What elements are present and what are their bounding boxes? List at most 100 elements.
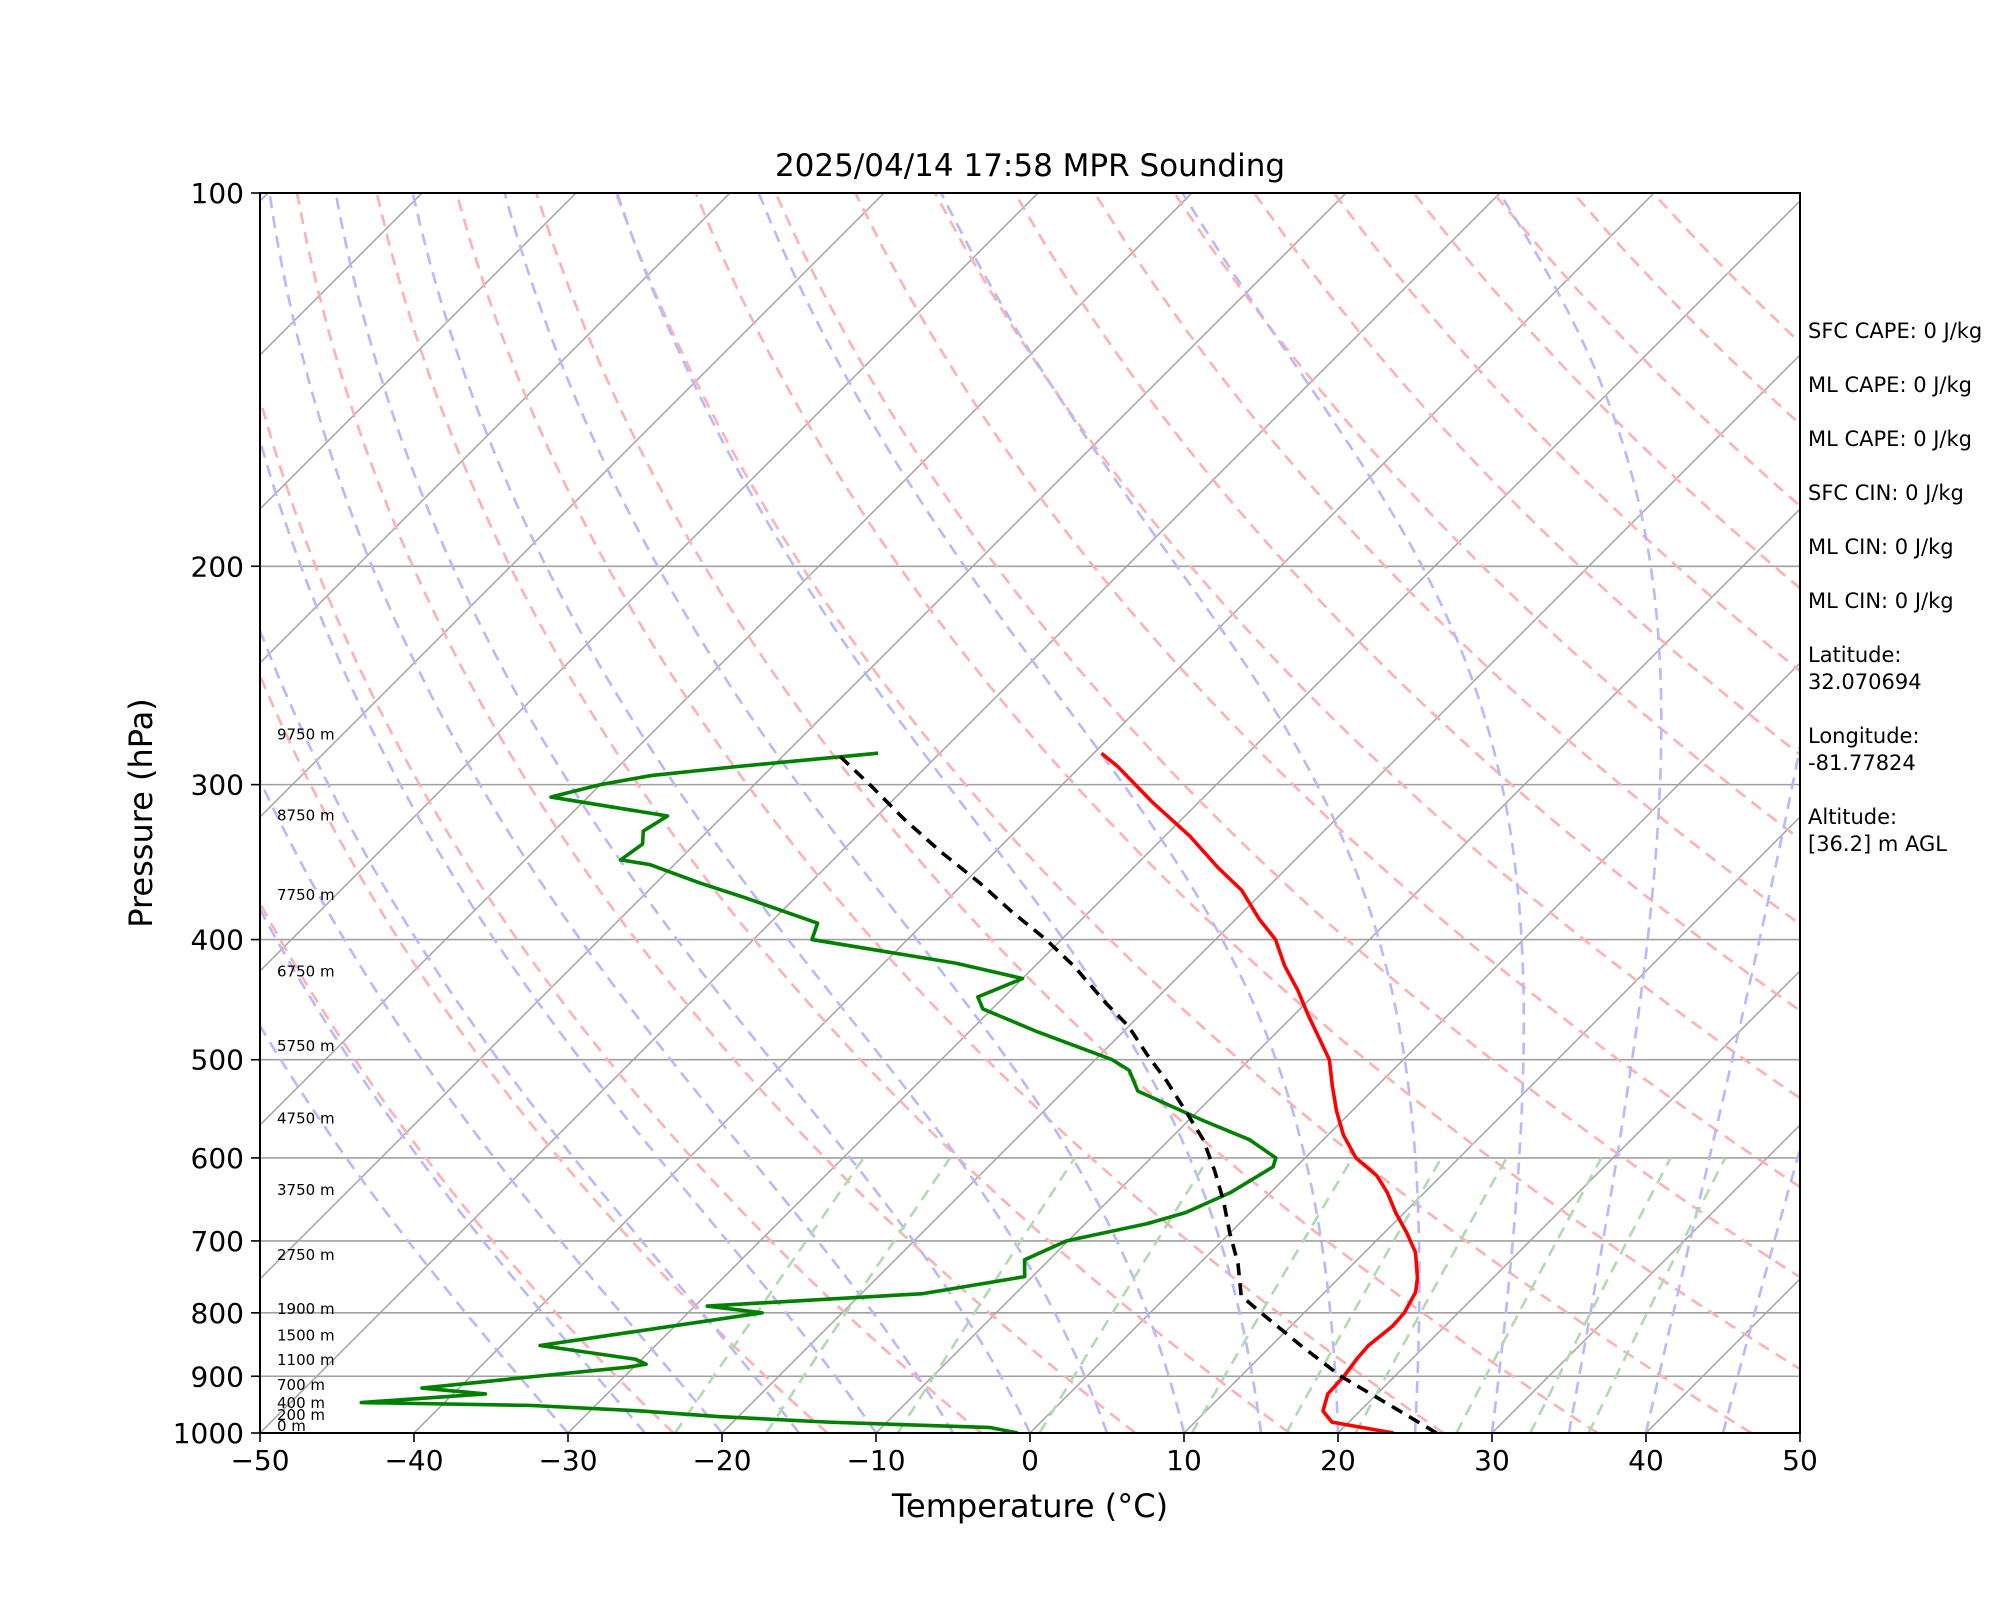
y-tick-label: 500 [191,1044,244,1077]
stats-item: SFC CIN: 0 J/kg [1808,480,1964,507]
moist-adiabat-line [1498,193,1663,1433]
stats-line: [36.2] m AGL [1808,832,1947,856]
dry-adiabat-line [260,900,675,1433]
dry-adiabat-line [260,393,983,1433]
stats-item: ML CAPE: 0 J/kg [1808,372,1972,399]
isotherm-line [1183,816,1800,1433]
x-tick-label: 20 [1320,1444,1356,1477]
dry-adiabat-line [854,193,1800,1189]
stats-item: Longitude: -81.77824 [1808,723,1920,777]
stats-item: SFC CAPE: 0 J/kg [1808,318,1982,345]
mixing-ratio-line [1285,1157,1443,1433]
x-tick-label: 0 [1021,1444,1039,1477]
moist-adiabat-line [260,1023,569,1433]
isotherm-line [260,193,1039,972]
x-tick-label: −30 [538,1444,597,1477]
moist-adiabat-line [757,193,1340,1433]
dry-adiabat-line [375,193,1291,1433]
stats-item: ML CIN: 0 J/kg [1808,588,1954,615]
height-label: 200 m [277,1406,325,1424]
height-label: 700 m [277,1376,325,1394]
height-label: 9750 m [277,726,335,744]
y-tick-label: 200 [191,550,244,583]
isotherm-line [260,193,885,818]
isotherm-line [0,193,114,1433]
y-tick-label: 300 [191,769,244,802]
x-axis-ticks: −50 −40 −30 −20 −10 0 10 20 30 40 50 [230,1433,1818,1477]
isotherm-line [413,193,1655,1433]
stats-item: ML CAPE: 0 J/kg [1808,426,1972,453]
stats-line: ML CAPE: 0 J/kg [1808,427,1973,451]
mixing-ratio-line [765,1157,952,1433]
stats-line: Latitude: [1808,643,1902,667]
stats-line: SFC CAPE: 0 J/kg [1808,319,1983,343]
dry-adiabat-line [614,193,1753,1433]
height-label: 8750 m [277,807,335,825]
x-tick-label: 50 [1782,1444,1818,1477]
stats-item: Latitude: 32.070694 [1808,642,1922,696]
mixing-ratio-line [1038,1157,1210,1433]
x-tick-label: −20 [692,1444,751,1477]
dry-adiabat-line [694,193,1800,1371]
height-label: 1100 m [277,1351,335,1369]
moist-adiabat-line [411,193,1109,1433]
stats-line: ML CIN: 0 J/kg [1808,535,1954,559]
y-axis-ticks: 1000 900 800 700 600 500 400 300 200 100 [173,177,260,1450]
y-axis-label: Pressure (hPa) [122,698,160,928]
stats-line: -81.77824 [1808,751,1916,775]
x-tick-label: −40 [384,1444,443,1477]
isotherm-line [721,354,1800,1433]
x-tick-label: 40 [1628,1444,1664,1477]
moist-adiabat-line [1644,740,1800,1433]
dry-adiabat-line [1013,193,1800,1013]
y-tick-label: 600 [191,1142,244,1175]
mixing-ratio-line [1587,1157,1727,1433]
moist-adiabat-line [939,193,1421,1433]
x-tick-label: 10 [1166,1444,1202,1477]
dewpoint-trace [359,751,1278,1433]
height-label: 400 m [277,1394,325,1412]
mixing-ratio-line [1190,1157,1354,1433]
isotherm-line [875,508,1800,1433]
x-tick-label: −10 [846,1444,905,1477]
mixing-ratio-line [896,1157,1076,1433]
moist-adiabat-line [260,435,878,1433]
isotherm-line [1029,662,1800,1433]
moist-adiabat-line [1181,193,1526,1433]
x-tick-label: 30 [1474,1444,1510,1477]
x-axis-label: Temperature (°C) [891,1487,1168,1525]
stats-line: 32.070694 [1808,670,1922,694]
height-label: 1900 m [277,1300,335,1318]
y-tick-label: 700 [191,1225,244,1258]
moist-adiabat-line [1721,1144,1800,1433]
isotherm-line [567,200,1800,1433]
y-tick-label: 800 [191,1297,244,1330]
y-tick-label: 100 [191,177,244,210]
height-label: 2750 m [277,1246,335,1264]
x-tick-label: −50 [230,1444,289,1477]
stats-line: Altitude: [1808,805,1898,829]
y-tick-label: 400 [191,924,244,957]
height-label: 0 m [277,1417,306,1435]
dry-adiabat-line [774,193,1800,1279]
height-label: 4750 m [277,1110,335,1128]
stats-line: SFC CIN: 0 J/kg [1808,481,1964,505]
isotherm-line [1337,970,1800,1433]
parcel-trace [835,751,1438,1433]
height-label: 5750 m [277,1037,335,1055]
stats-item: ML CIN: 0 J/kg [1808,534,1954,561]
mixing-ratio-line [1354,1157,1508,1433]
dry-adiabat-line [933,193,1800,1100]
isotherm-line [260,193,577,510]
height-label: 1500 m [277,1326,335,1344]
moist-adiabat-line [260,626,801,1433]
moist-adiabat-line [503,193,1186,1433]
isotherm-line [260,193,731,664]
temperature-trace [1100,751,1420,1433]
stats-item: Altitude: [36.2] m AGL [1808,804,1947,858]
height-label: 7750 m [277,886,335,904]
stats-line: ML CAPE: 0 J/kg [1808,373,1973,397]
plot-frame [259,192,1801,1434]
